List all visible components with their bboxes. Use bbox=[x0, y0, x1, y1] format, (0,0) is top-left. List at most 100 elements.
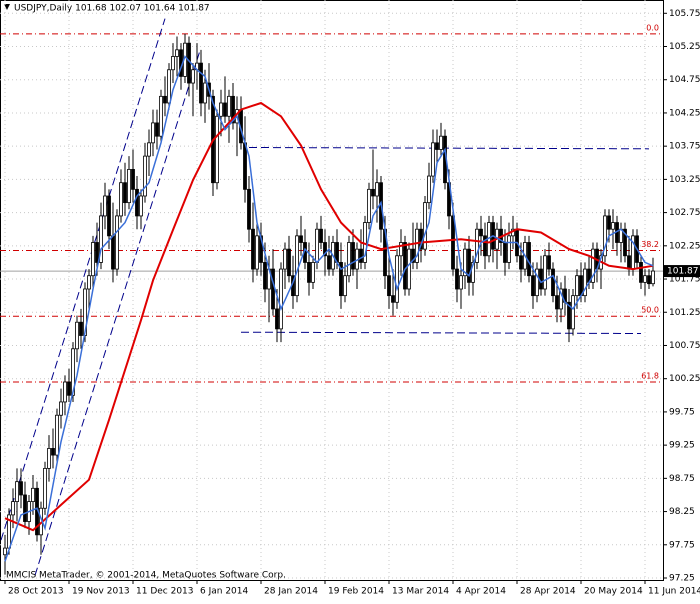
candle-body bbox=[467, 248, 471, 283]
candle-body bbox=[451, 215, 455, 270]
candle-body bbox=[323, 242, 327, 257]
candle-body bbox=[203, 82, 207, 104]
y-tick-label: 104.25 bbox=[669, 108, 700, 118]
trend-line bbox=[0, 18, 166, 541]
x-tick-label: 6 Jan 2014 bbox=[200, 587, 248, 597]
candle-body bbox=[215, 115, 219, 184]
candle-body bbox=[243, 142, 247, 190]
y-tick-label: 98.25 bbox=[669, 507, 695, 517]
candle-body bbox=[51, 448, 55, 456]
candle-body bbox=[607, 215, 611, 230]
trend-line bbox=[240, 331, 642, 335]
candle-body bbox=[23, 494, 27, 522]
y-tick-label: 104.75 bbox=[669, 75, 700, 85]
candle-body bbox=[427, 175, 431, 204]
price-box-label: 101.87 bbox=[667, 267, 699, 277]
candle-body bbox=[111, 235, 115, 270]
candle-body bbox=[163, 95, 167, 104]
candle-body bbox=[503, 242, 507, 263]
candle-body bbox=[279, 268, 283, 330]
candle-body bbox=[543, 255, 547, 290]
candle-body bbox=[131, 169, 135, 190]
candle-body bbox=[547, 255, 551, 270]
candle-body bbox=[327, 255, 331, 270]
x-tick-label: 11 Dec 2013 bbox=[136, 587, 194, 597]
candle-body bbox=[359, 248, 363, 263]
y-tick-label: 105.25 bbox=[669, 42, 700, 52]
candle-body bbox=[367, 188, 371, 223]
candle-body bbox=[67, 381, 71, 396]
candle-body bbox=[307, 262, 311, 283]
candle-body bbox=[527, 242, 531, 277]
candle-body bbox=[59, 401, 63, 416]
candle-body bbox=[115, 215, 119, 270]
candle-body bbox=[47, 448, 51, 469]
candle-body bbox=[463, 248, 467, 277]
candle-body bbox=[575, 275, 579, 297]
candle-body bbox=[91, 242, 95, 277]
candle-body bbox=[155, 122, 159, 137]
candle-body bbox=[275, 308, 279, 330]
candle-body bbox=[43, 467, 47, 509]
symbol-icon bbox=[4, 4, 10, 10]
y-tick-label: 98.75 bbox=[669, 474, 695, 484]
y-tick-label: 100.75 bbox=[669, 341, 700, 351]
candle-body bbox=[315, 228, 319, 263]
candle-body bbox=[351, 242, 355, 270]
candle-body bbox=[603, 215, 607, 257]
y-tick-label: 97.25 bbox=[669, 574, 695, 584]
x-tick-label: 13 Mar 2014 bbox=[392, 587, 449, 597]
candle-body bbox=[15, 481, 19, 503]
candle-body bbox=[223, 102, 227, 117]
candle-body bbox=[475, 228, 479, 263]
candle-body bbox=[343, 275, 347, 297]
candle-body bbox=[391, 295, 395, 303]
candle-body bbox=[139, 195, 143, 217]
candle-body bbox=[191, 69, 195, 84]
y-tick-label: 101.25 bbox=[669, 308, 700, 318]
candle-body bbox=[247, 188, 251, 230]
candle-body bbox=[3, 547, 7, 556]
candle-body bbox=[159, 95, 163, 137]
candle-body bbox=[555, 295, 559, 310]
candle-body bbox=[535, 268, 539, 297]
x-tick-label: 28 Oct 2013 bbox=[8, 587, 64, 597]
candle-body bbox=[651, 270, 655, 285]
candle-body bbox=[255, 235, 259, 270]
candle-body bbox=[87, 275, 91, 290]
candle-body bbox=[311, 262, 315, 283]
candle-body bbox=[231, 95, 235, 124]
candle-body bbox=[71, 348, 75, 396]
candle-body bbox=[459, 275, 463, 290]
fib-label: 50.0 bbox=[641, 306, 659, 315]
candle-body bbox=[147, 142, 151, 157]
candle-body bbox=[411, 248, 415, 263]
price-box bbox=[664, 265, 700, 278]
candle-body bbox=[399, 242, 403, 257]
candle-body bbox=[571, 295, 575, 330]
y-tick-label: 97.75 bbox=[669, 540, 695, 550]
candle-body bbox=[611, 222, 615, 230]
x-tick-label: 19 Nov 2013 bbox=[72, 587, 130, 597]
candle-body bbox=[519, 255, 523, 270]
candle-body bbox=[107, 195, 111, 237]
candle-body bbox=[19, 481, 23, 496]
candle-body bbox=[263, 262, 267, 290]
candle-body bbox=[11, 501, 15, 516]
candle-body bbox=[559, 288, 563, 310]
candle-body bbox=[31, 487, 35, 503]
candle-body bbox=[639, 262, 643, 283]
candle-body bbox=[175, 49, 179, 57]
candle-body bbox=[407, 248, 411, 290]
candle-body bbox=[439, 135, 443, 150]
candle-body bbox=[339, 262, 343, 297]
candle-body bbox=[219, 102, 223, 117]
y-tick-label: 102.75 bbox=[669, 208, 700, 218]
candle-body bbox=[295, 235, 299, 297]
candle-body bbox=[551, 268, 555, 297]
candle-body bbox=[227, 95, 231, 117]
candle-body bbox=[423, 202, 427, 250]
candle-body bbox=[371, 188, 375, 197]
